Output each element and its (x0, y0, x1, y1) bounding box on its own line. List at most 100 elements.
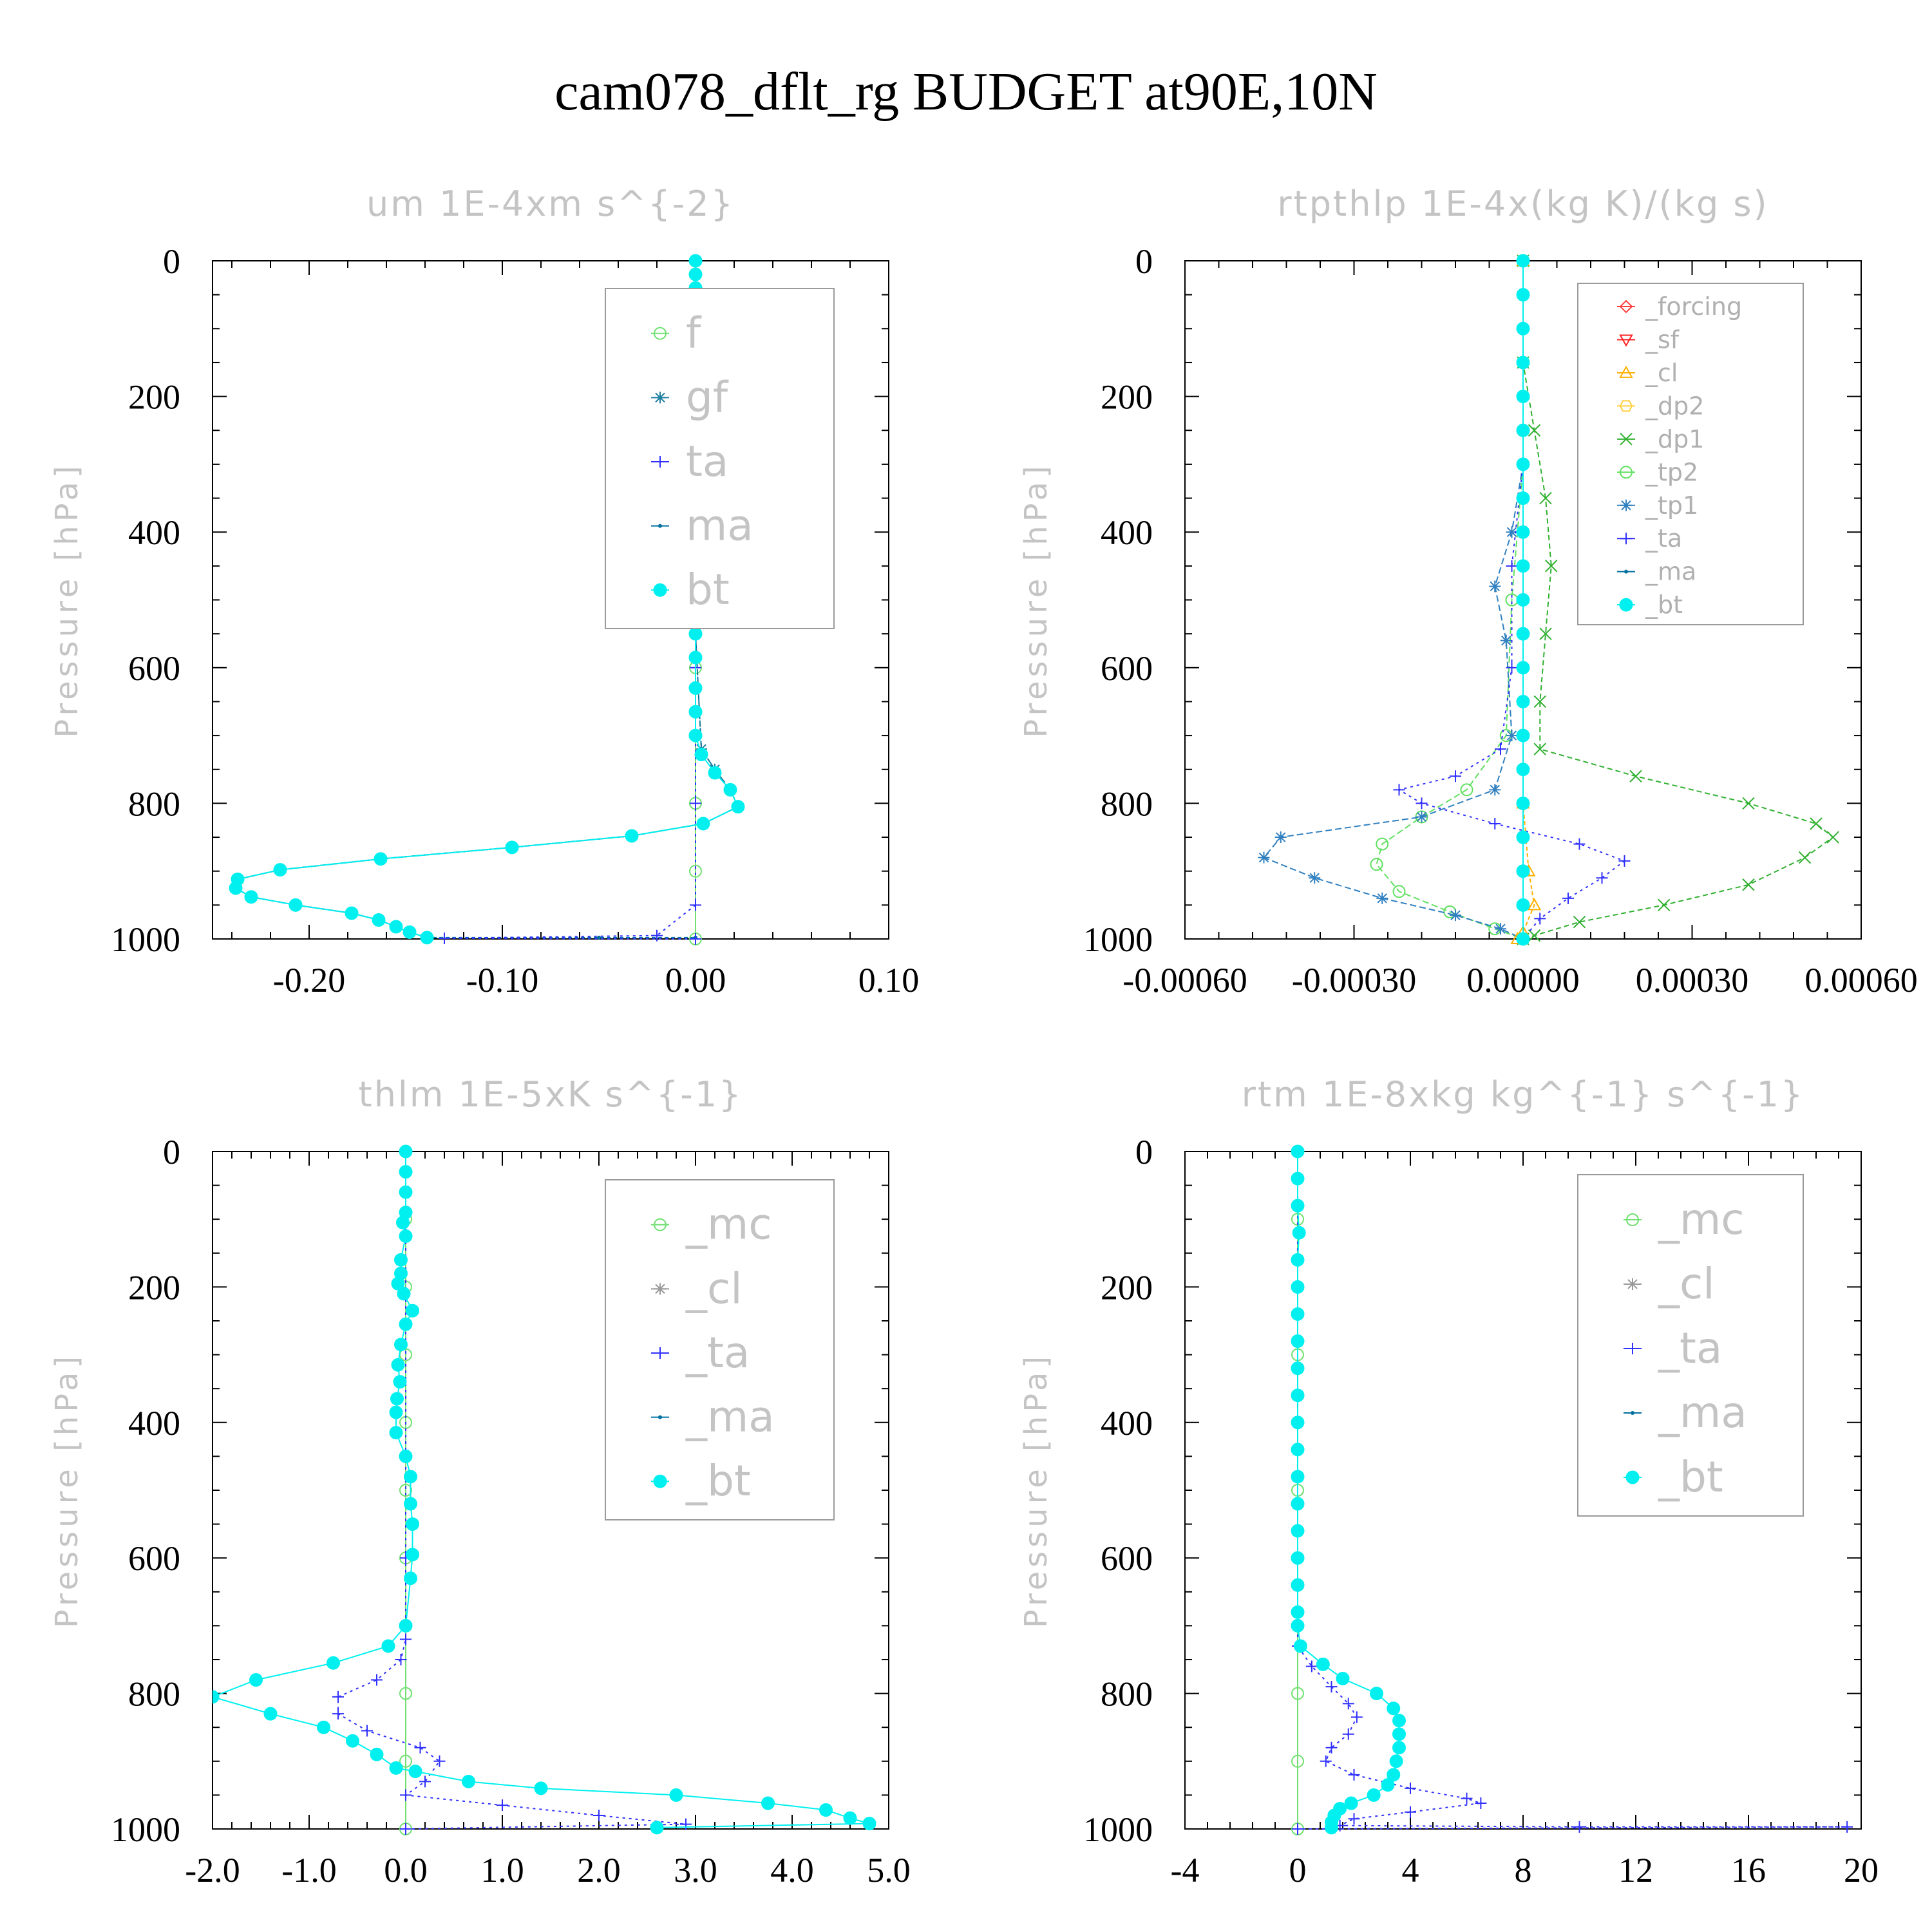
legend-label: _cl (685, 1264, 743, 1313)
legend-box (1577, 283, 1804, 625)
data-point-ta (1325, 1741, 1338, 1754)
data-point-bt (723, 782, 737, 797)
y-tick-label: 200 (128, 378, 180, 417)
data-point-ta (690, 899, 701, 911)
data-point-bt (1367, 1788, 1381, 1802)
data-point-ta (1596, 872, 1608, 884)
data-point-bt (1316, 1657, 1330, 1671)
data-point-bt (394, 1338, 408, 1352)
legend-label: _tp2 (1645, 458, 1698, 486)
data-point-bt (1325, 1821, 1338, 1835)
data-point-tp1 (1258, 851, 1270, 864)
legend-label: _cl (1645, 359, 1678, 387)
data-point-bt (1292, 1226, 1306, 1240)
data-point-dp1 (1539, 491, 1552, 505)
panel-title: thlm 1E-5xK s^{-1} (359, 1074, 743, 1115)
legend-marker (653, 1474, 667, 1488)
y-tick-label: 400 (1101, 1404, 1153, 1443)
legend-label: bt (686, 565, 730, 614)
data-point-bt (1387, 1701, 1401, 1716)
data-point-bt (1392, 1741, 1406, 1755)
legend-marker (1620, 466, 1633, 479)
x-tick-label: 2.0 (577, 1851, 621, 1889)
y-axis-label: Pressure [hPa] (1018, 462, 1054, 737)
legend-label: _mc (685, 1200, 772, 1249)
data-point-bt (408, 1765, 422, 1779)
data-point-ta (690, 933, 701, 945)
legend-marker (1619, 598, 1633, 612)
legend-label: _mc (1658, 1195, 1745, 1244)
data-point-bt (1291, 1551, 1305, 1565)
data-point-ta (651, 929, 663, 942)
legend-marker (1619, 334, 1633, 347)
data-point-bt (273, 863, 287, 877)
data-point-bt (289, 898, 303, 912)
x-tick-label: -4 (1171, 1851, 1200, 1889)
data-point-tp1 (1506, 526, 1518, 538)
y-tick-label: 1000 (111, 1810, 180, 1849)
data-point-ta (1562, 892, 1574, 904)
data-point-ta (414, 1741, 426, 1754)
data-point-bt (1291, 1198, 1305, 1213)
legend-label: _ma (1658, 1388, 1747, 1437)
data-point-bt (1291, 1524, 1305, 1538)
data-point-bt (1516, 627, 1530, 641)
data-point-ta (593, 1809, 605, 1821)
data-point-tp1 (1495, 923, 1506, 935)
data-point-bt (819, 1803, 833, 1817)
panel-rtm: rtm 1E-8xkg kg^{-1} s^{-1} Pressure [hPa]… (1018, 1074, 1879, 1889)
y-tick-label: 200 (1101, 1268, 1153, 1307)
panel-um: um 1E-4xm s^{-2} Pressure [hPa] 0 200 400 600… (49, 184, 919, 999)
x-tick-label: 0.00060 (1804, 961, 1918, 999)
data-point-tp2 (1370, 858, 1383, 871)
data-point-bt (1516, 796, 1530, 810)
legend-marker (1624, 569, 1628, 574)
data-point-bt (372, 913, 386, 927)
legend-marker (654, 392, 666, 404)
series-line-ta (337, 1151, 687, 1830)
data-point-dp1 (1533, 743, 1546, 755)
y-tick-label: 800 (1101, 1675, 1153, 1714)
data-point-ta (1342, 1698, 1354, 1710)
x-tick-label: 16 (1731, 1851, 1766, 1889)
y-tick-label: 400 (128, 1404, 180, 1443)
data-point-bt (694, 748, 708, 762)
panel-title: rtm 1E-8xkg kg^{-1} s^{-1} (1242, 1074, 1805, 1115)
data-point-bt (393, 1375, 407, 1389)
legend-label: _ma (1645, 558, 1696, 586)
x-tick-label: -0.20 (273, 961, 345, 999)
x-tick-label: 0.0 (384, 1851, 428, 1889)
panel-title: rtpthlp 1E-4x(kg K)/(kg s) (1277, 184, 1768, 224)
data-point-bt (399, 1165, 413, 1179)
data-point-ta (400, 1823, 412, 1835)
data-point-bt (1293, 1639, 1307, 1653)
x-tick-label: 0.00000 (1466, 961, 1580, 999)
data-point-bt (843, 1811, 857, 1825)
data-point-bt (370, 1747, 384, 1761)
data-point-tp1 (1506, 730, 1518, 742)
x-tick-label: 0.10 (858, 961, 920, 999)
figure-title: cam078_dflt_rg BUDGET at90E,10N (554, 62, 1378, 122)
legend-label: _cl (1658, 1259, 1715, 1309)
data-point-bt (1516, 288, 1530, 302)
data-point-ta (1618, 855, 1631, 867)
x-tick-label: -0.00030 (1292, 961, 1416, 999)
data-point-ta (400, 1789, 412, 1801)
legend: _forcing _sf _cl _dp2 _dp1 _tp2 _tp1 _ta _ma _bt (1577, 283, 1804, 625)
legend-label: ta (686, 437, 728, 486)
data-point-ta (433, 1755, 446, 1767)
x-tick-label: 4.0 (770, 1851, 814, 1889)
legend-label: _ta (1658, 1323, 1722, 1373)
data-point-bt (1291, 1144, 1305, 1159)
legend-label: _ta (685, 1328, 750, 1378)
data-point-bt (1344, 1796, 1358, 1810)
legend-marker (1619, 400, 1633, 412)
data-point-bt (731, 800, 745, 814)
y-tick-label: 800 (128, 1675, 180, 1714)
legend-marker (658, 524, 662, 528)
data-point-ta (1405, 1782, 1416, 1794)
data-point-bt (1291, 1618, 1305, 1633)
data-point-mc (1291, 1687, 1304, 1700)
data-point-bt (1516, 559, 1530, 573)
data-point-bt (399, 1449, 413, 1463)
